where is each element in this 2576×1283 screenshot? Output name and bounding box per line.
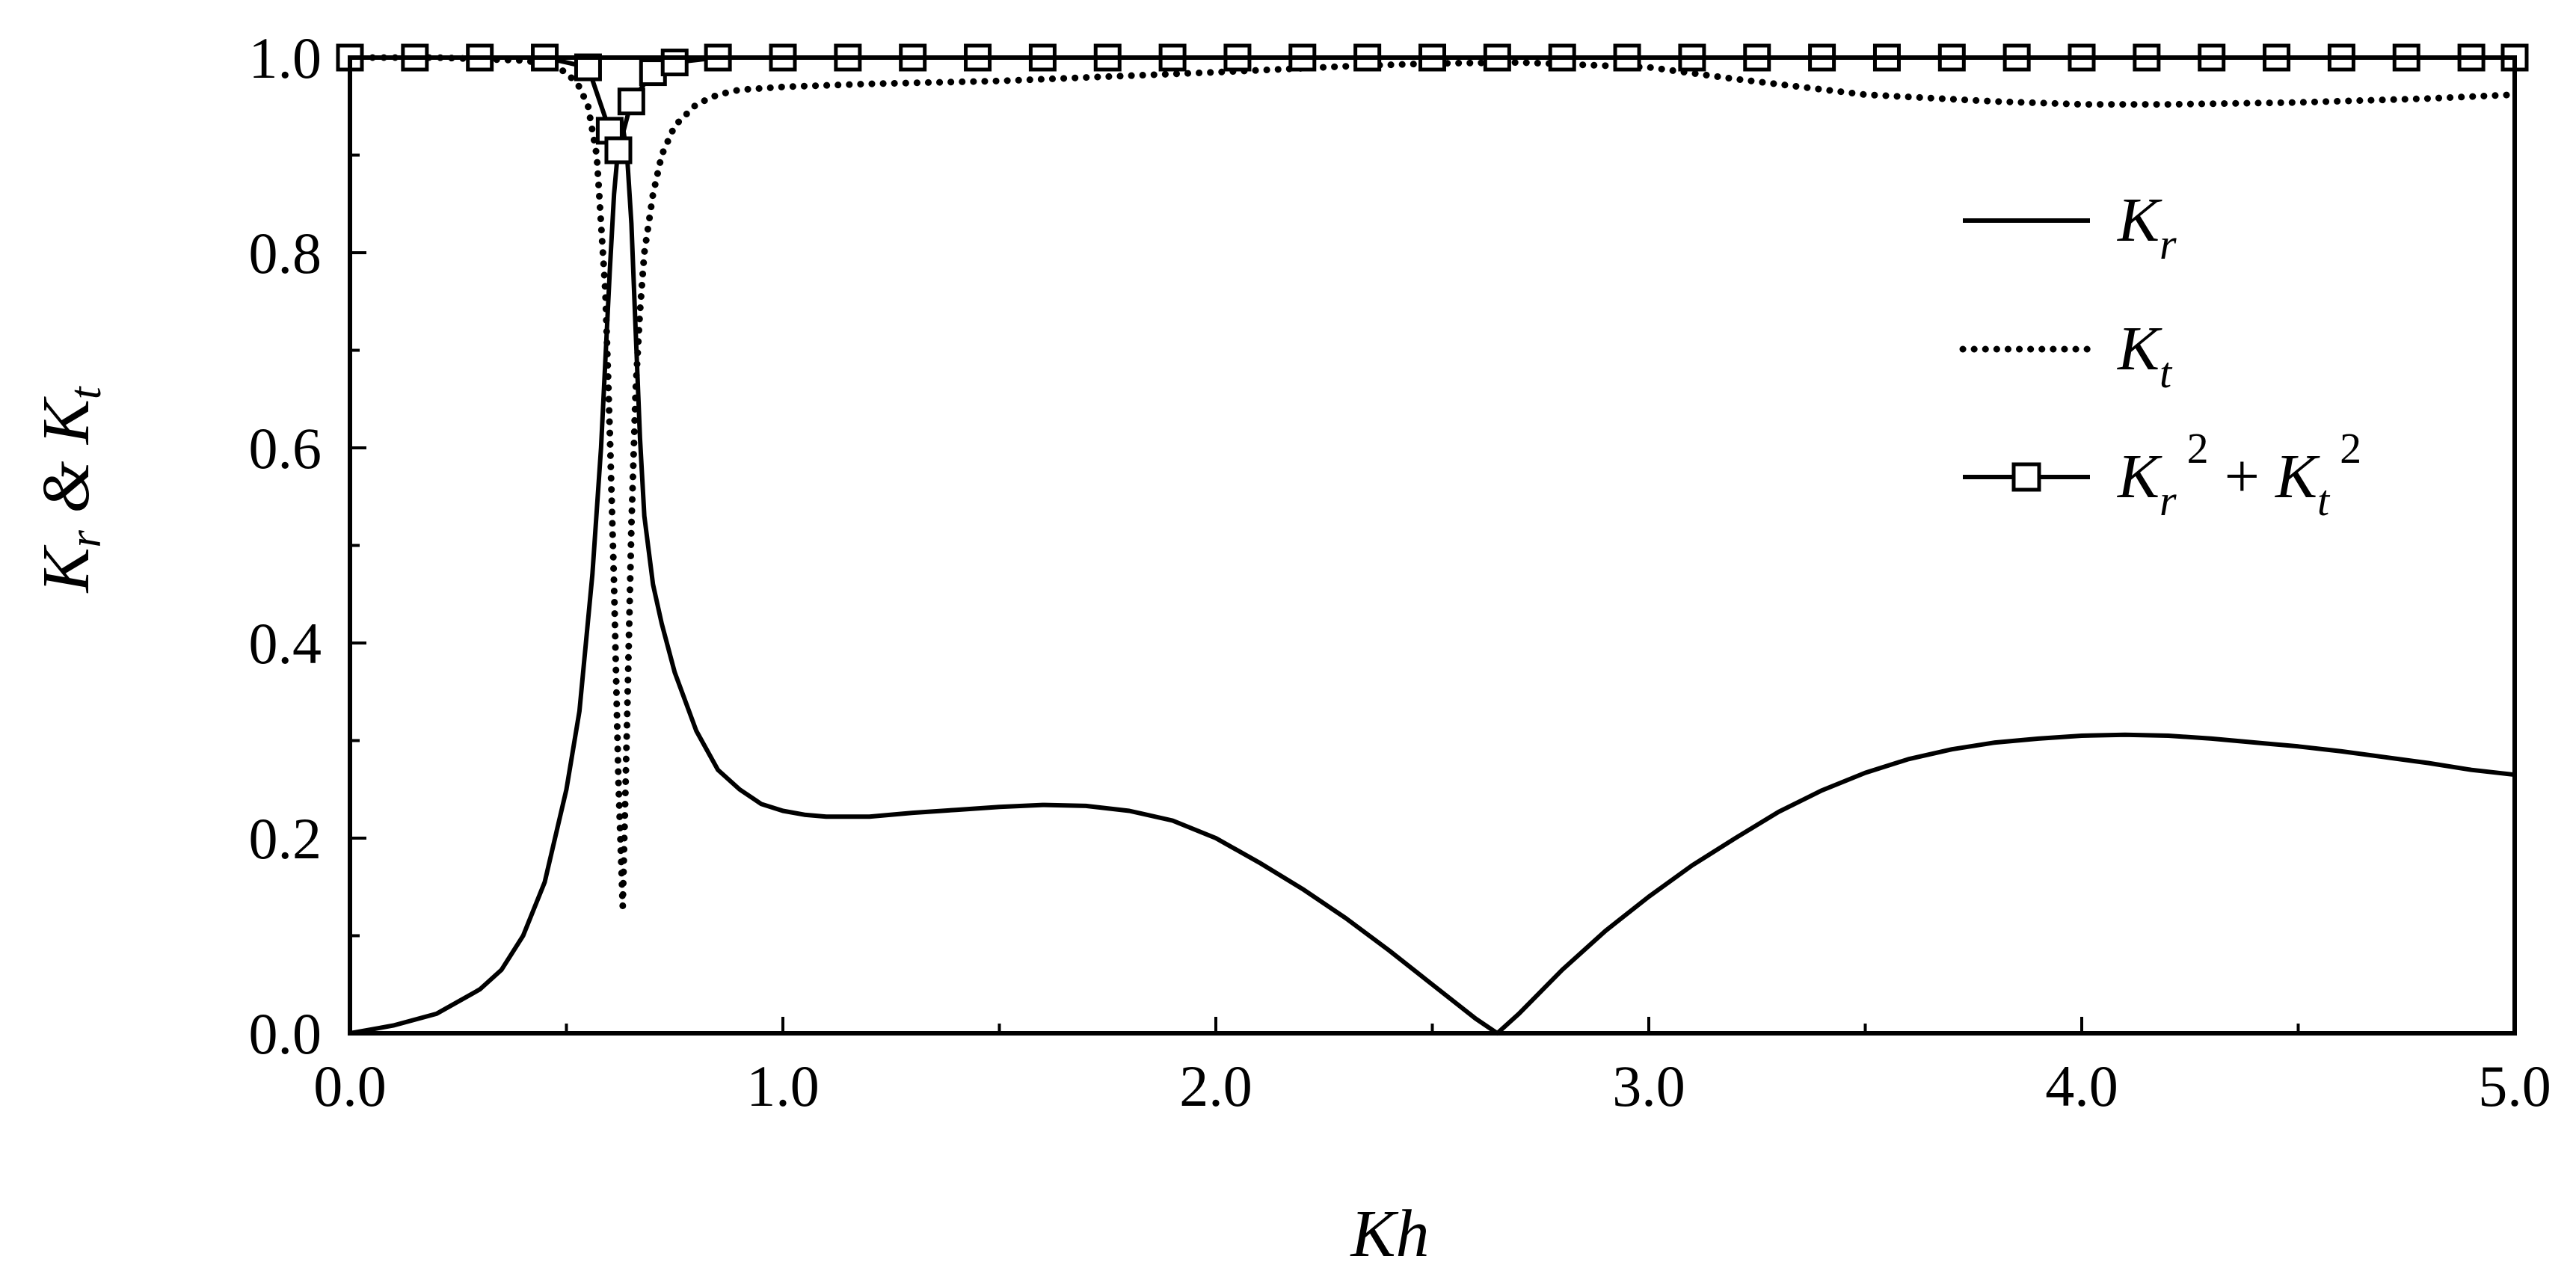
legend-energy-k2: K [2275,442,2320,511]
y-axis-title-amp: & [29,444,103,530]
legend-kr-sub: r [2160,220,2177,268]
legend-energy-sup1: 2 [2187,424,2209,473]
y-tick-label: 0.0 [249,1001,322,1066]
legend-kt-base: K [2117,314,2162,384]
x-axis-title: Kh [1349,1197,1429,1271]
energy-marker [660,49,689,77]
x-tick-label: 4.0 [2045,1053,2118,1119]
y-axis-title-sub-t: t [61,386,110,399]
x-tick-labels: 0.0 1.0 2.0 3.0 4.0 5.0 [313,1053,2551,1119]
y-axis-title-k2: K [29,396,103,446]
x-tick-label: 0.0 [313,1053,387,1119]
y-tick-labels: 0.0 0.2 0.4 0.6 0.8 1.0 [249,25,322,1066]
x-tick-label: 3.0 [1612,1053,1685,1119]
energy-marker [604,136,633,164]
plot-frame [348,55,2517,1036]
legend: Kr Kt Kr2 + Kt2 [1959,185,2361,525]
y-tick-label: 0.2 [249,806,322,871]
legend-energy-marker [2011,462,2041,492]
legend-kr-base: K [2117,185,2162,255]
series-layer [336,43,2529,1036]
y-tick-label: 0.6 [249,416,322,481]
y-tick-label: 0.4 [249,611,322,676]
legend-energy-label: Kr2 + Kt2 [2117,424,2361,525]
legend-energy-sub2: t [2317,476,2331,525]
x-tick-label: 1.0 [746,1053,820,1119]
x-tick-label: 5.0 [2478,1053,2551,1119]
y-tick-label: 0.8 [249,221,322,286]
series-line-kr [349,123,2515,1036]
legend-energy-k1: K [2117,442,2162,511]
y-axis-title-k1: K [29,545,103,594]
x-tick-label: 2.0 [1179,1053,1252,1119]
y-tick-label: 1.0 [249,25,322,90]
legend-kr-label: Kr [2117,185,2177,268]
legend-energy-sup2: 2 [2340,424,2361,473]
legend-energy-plus: + [2209,442,2275,511]
energy-marker [617,87,645,116]
y-axis-title-sub-r: r [61,530,110,548]
legend-kt-sub: t [2160,348,2173,397]
legend-energy-sub1: r [2160,476,2177,525]
legend-kt-label: Kt [2117,314,2173,397]
series-line-kt [346,54,2518,910]
y-axis-title: Kr & Kt [29,386,110,594]
ticks [348,56,2516,1035]
energy-marker [574,53,602,81]
